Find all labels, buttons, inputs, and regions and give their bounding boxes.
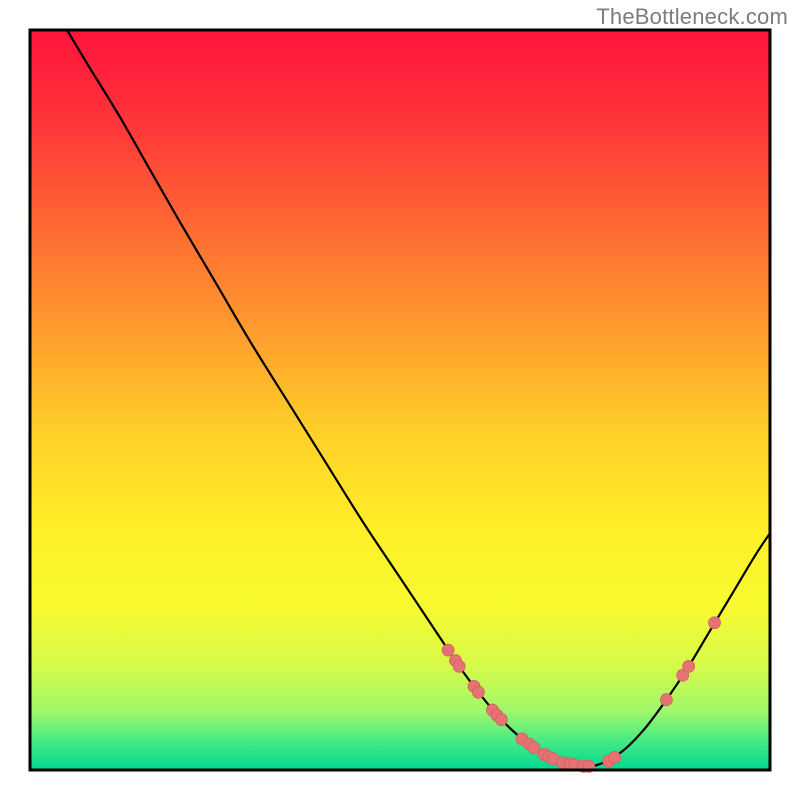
data-marker	[709, 617, 721, 629]
plot-background	[30, 30, 770, 770]
bottleneck-chart	[0, 0, 800, 800]
data-marker	[442, 644, 454, 656]
data-marker	[472, 686, 484, 698]
data-marker	[660, 694, 672, 706]
watermark-text: TheBottleneck.com	[596, 4, 788, 30]
data-marker	[609, 751, 621, 763]
data-marker	[453, 660, 465, 672]
data-marker	[528, 742, 540, 754]
data-marker	[683, 660, 695, 672]
data-marker	[495, 714, 507, 726]
